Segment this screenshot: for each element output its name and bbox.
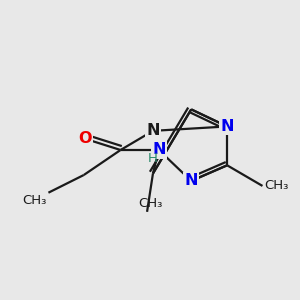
Text: N: N: [184, 173, 198, 188]
Text: N: N: [220, 119, 234, 134]
Text: N: N: [146, 123, 160, 138]
Text: CH₃: CH₃: [264, 179, 288, 192]
Text: N: N: [152, 142, 166, 158]
Text: H: H: [148, 152, 158, 165]
Text: CH₃: CH₃: [22, 194, 47, 207]
Text: O: O: [79, 131, 92, 146]
Text: CH₃: CH₃: [138, 197, 162, 210]
